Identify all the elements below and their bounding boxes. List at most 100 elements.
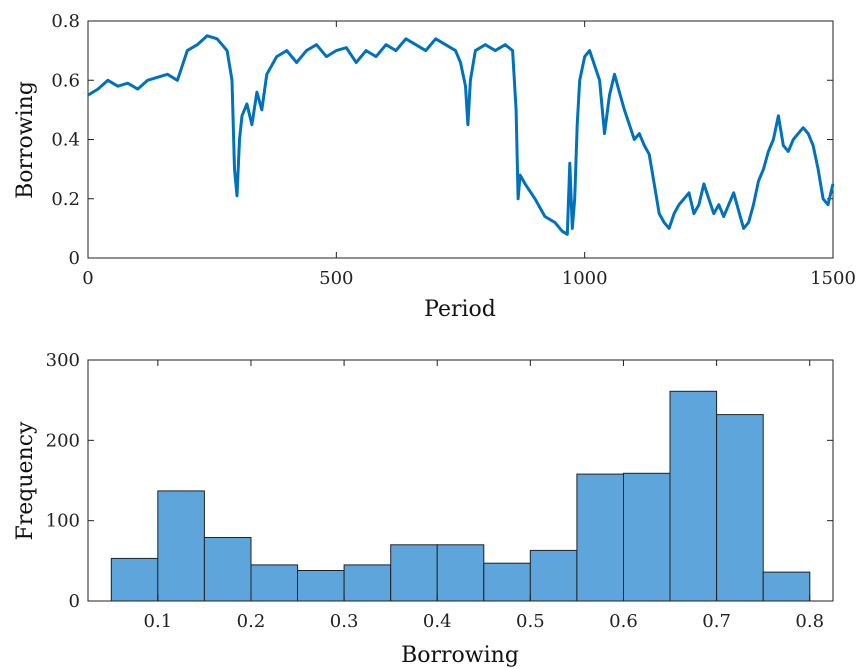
data-point <box>643 144 646 147</box>
data-point <box>603 132 606 135</box>
data-point <box>251 123 253 126</box>
data-point <box>588 49 591 52</box>
data-point <box>107 79 109 82</box>
data-point <box>266 73 268 76</box>
data-point <box>797 132 799 135</box>
data-point <box>678 203 680 206</box>
y-tick-labels: 0 100 200 300 <box>46 350 833 612</box>
data-point <box>355 61 358 64</box>
data-point <box>469 79 472 82</box>
histogram-bar <box>529 549 578 602</box>
data-point <box>593 64 596 67</box>
data-point <box>737 209 740 212</box>
data-point <box>325 55 328 58</box>
data-point <box>444 43 447 46</box>
data-point <box>424 49 427 52</box>
data-point <box>261 109 263 111</box>
data-point <box>653 183 655 185</box>
x-tick-label: 0.8 <box>795 611 824 632</box>
data-point <box>618 91 621 93</box>
y-tick-label: 300 <box>46 350 80 371</box>
data-point <box>285 49 288 52</box>
data-point <box>802 126 804 129</box>
x-tick-label: 0.1 <box>144 611 173 632</box>
data-point <box>732 192 735 194</box>
histogram-bar <box>669 390 718 602</box>
histogram-bar <box>483 562 531 602</box>
x-tick-label: 0.4 <box>423 611 452 632</box>
x-tick-label: 0.3 <box>330 611 359 632</box>
data-point <box>782 144 785 147</box>
data-point <box>554 221 556 224</box>
data-point <box>623 109 626 111</box>
x-tick-label: 0.2 <box>237 611 266 632</box>
data-point <box>375 55 377 58</box>
data-point <box>757 180 760 182</box>
data-point <box>561 230 564 233</box>
data-point <box>708 198 710 200</box>
data-point <box>658 212 660 215</box>
histogram-bar <box>203 537 252 602</box>
data-point <box>494 49 497 52</box>
data-point <box>573 198 576 200</box>
data-point <box>176 79 179 82</box>
data-point <box>571 227 574 230</box>
data-point <box>186 49 189 52</box>
histogram-bar <box>343 564 392 602</box>
x-axis-label: Borrowing <box>401 643 519 668</box>
x-tick-labels: 0 500 1000 1500 <box>82 21 856 289</box>
histogram-bar <box>436 544 485 602</box>
data-point <box>832 183 834 185</box>
data-point <box>464 85 467 87</box>
data-point <box>722 215 725 218</box>
borrowing-line <box>87 34 835 236</box>
y-tick-label: 0 <box>69 248 80 269</box>
data-point <box>385 43 387 46</box>
y-tick-label: 100 <box>46 511 80 532</box>
data-point <box>415 43 417 46</box>
data-point <box>524 183 526 185</box>
data-point <box>117 85 119 87</box>
histogram-bar <box>716 414 764 602</box>
data-point <box>772 138 775 141</box>
data-point <box>566 233 569 236</box>
y-tick-label: 0.4 <box>51 130 80 151</box>
histogram-bars <box>110 390 811 602</box>
data-point <box>241 115 243 117</box>
y-axis-label: Frequency <box>13 421 38 541</box>
data-point <box>517 198 519 200</box>
data-point <box>295 61 298 64</box>
histogram-bar <box>623 472 671 602</box>
x-tick-label: 1000 <box>562 268 608 289</box>
x-axis-label: Period <box>424 297 496 322</box>
histogram-bar <box>390 544 438 602</box>
data-point <box>87 94 89 96</box>
y-tick-label: 200 <box>46 430 80 451</box>
data-point <box>231 79 233 82</box>
data-point <box>663 221 665 224</box>
data-point <box>688 192 690 194</box>
data-point <box>97 88 99 90</box>
y-tick-label: 0.6 <box>51 70 80 91</box>
data-point <box>569 162 571 164</box>
data-point <box>693 212 695 215</box>
data-point <box>206 35 208 37</box>
data-point <box>827 203 829 206</box>
histogram-bar <box>250 564 299 602</box>
data-point <box>238 138 241 141</box>
histogram-bar <box>576 473 625 602</box>
x-tick-label: 500 <box>319 268 353 289</box>
data-point <box>822 198 824 200</box>
data-point <box>534 198 536 200</box>
data-point <box>576 123 578 126</box>
data-point <box>335 49 338 52</box>
data-point <box>515 109 517 111</box>
data-point <box>345 46 348 49</box>
data-point <box>673 212 675 215</box>
data-point <box>578 79 581 82</box>
x-tick-label: 0.6 <box>609 611 638 632</box>
data-point <box>544 215 546 218</box>
data-point <box>807 132 809 135</box>
data-point <box>638 132 641 135</box>
